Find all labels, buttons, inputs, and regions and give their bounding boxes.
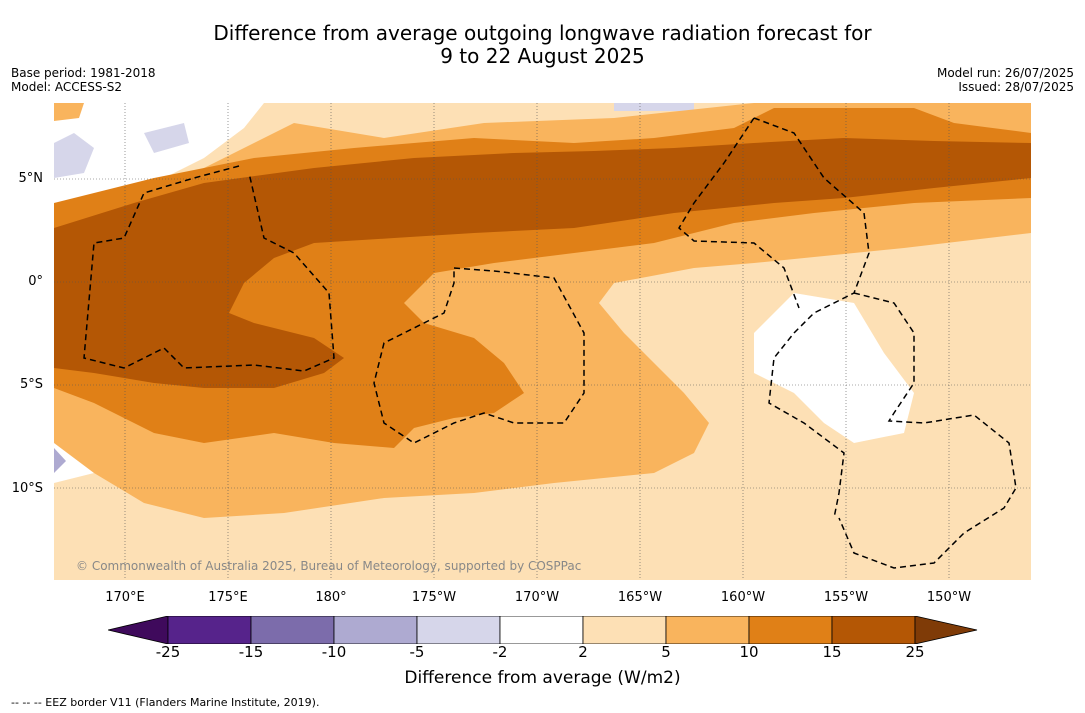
- colorbar-tick-label: 2: [578, 643, 588, 661]
- map-panel: [54, 103, 1031, 580]
- colorbar-title: Difference from average (W/m2): [404, 668, 681, 688]
- colorbar-cell: [582, 616, 667, 644]
- colorbar-tick-label: 25: [905, 643, 925, 661]
- title-line-1: Difference from average outgoing longwav…: [213, 21, 872, 45]
- issued-text: Issued: 28/07/2025: [958, 80, 1074, 94]
- lon-label-150w: 150°W: [926, 590, 972, 605]
- colorbar-cell: [167, 616, 252, 644]
- colorbar: [108, 616, 978, 644]
- chart-title: Difference from average outgoing longwav…: [0, 22, 1085, 68]
- near-zero-area-e: [754, 293, 914, 443]
- negative-patch-w2: [144, 123, 189, 153]
- eez-borders: [83, 117, 1017, 569]
- lon-label-170e: 170°E: [105, 590, 145, 605]
- lon-label-155w: 155°W: [823, 590, 869, 605]
- lat-label-0: 0°: [28, 274, 43, 289]
- meta-right: Model run: 26/07/2025 Issued: 28/07/2025: [937, 66, 1074, 94]
- lon-label-170w: 170°W: [514, 590, 560, 605]
- negative-patch-w3: [54, 448, 66, 473]
- colorbar-tick-label: -2: [492, 643, 508, 661]
- colorbar-tick-label: -25: [155, 643, 181, 661]
- band-15-to-25: [54, 138, 1031, 388]
- graticule: [54, 103, 1031, 580]
- eez-legend: -- -- -- EEZ border V11 (Flanders Marine…: [11, 696, 320, 709]
- olr-anomaly-map: [54, 103, 1031, 580]
- colorbar-tick-label: -5: [409, 643, 425, 661]
- lat-label-10s: 10°S: [11, 481, 43, 496]
- title-line-2: 9 to 22 August 2025: [440, 44, 645, 68]
- colorbar-tick-label: 10: [739, 643, 759, 661]
- colorbar-cell: [748, 616, 833, 644]
- colorbar-cell: [831, 616, 916, 644]
- colorbar-cell: [665, 616, 750, 644]
- colorbar-extend-low: [108, 616, 169, 644]
- colorbar-cell: [499, 616, 584, 644]
- colorbar-tick-label: 15: [822, 643, 842, 661]
- colorbar-cell: [250, 616, 335, 644]
- colorbar-extend-high: [914, 616, 978, 644]
- colorbar-tick-label: -10: [321, 643, 347, 661]
- lon-label-175w: 175°W: [411, 590, 457, 605]
- lon-label-165w: 165°W: [617, 590, 663, 605]
- colorbar-cell: [333, 616, 418, 644]
- colorbar-tick-label: 5: [661, 643, 671, 661]
- colorbar-tick-label: -15: [238, 643, 264, 661]
- negative-patch-w1: [54, 133, 94, 178]
- lon-label-160w: 160°W: [720, 590, 766, 605]
- negative-patch-top: [614, 103, 694, 111]
- colorbar-cell: [416, 616, 501, 644]
- base-period-text: Base period: 1981-2018: [11, 66, 156, 80]
- model-text: Model: ACCESS-S2: [11, 80, 123, 94]
- near-zero-area-nw: [54, 103, 264, 203]
- model-run-text: Model run: 26/07/2025: [936, 66, 1074, 80]
- lat-label-5n: 5°N: [18, 171, 44, 186]
- meta-left: Base period: 1981-2018 Model: ACCESS-S2: [11, 66, 156, 94]
- lat-label-5s: 5°S: [19, 377, 43, 392]
- copyright-text: © Commonwealth of Australia 2025, Bureau…: [76, 559, 582, 573]
- lon-label-180: 180°: [315, 590, 347, 605]
- band-5-to-10-corner: [54, 103, 84, 121]
- lon-label-175e: 175°E: [208, 590, 248, 605]
